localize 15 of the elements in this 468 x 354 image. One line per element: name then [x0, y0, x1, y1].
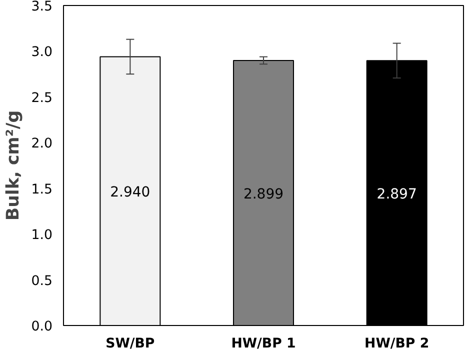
y-tick-label: 3.0	[31, 45, 53, 60]
y-tick-label: 1.5	[31, 182, 53, 198]
data-label: 2.940	[110, 184, 150, 201]
data-label: 2.897	[376, 186, 417, 203]
y-tick-label: 2.0	[31, 136, 53, 152]
y-tick-label: 0.0	[31, 320, 53, 334]
y-tick-label: 3.5	[31, 0, 53, 14]
y-axis-title: Bulk, cm²/g	[3, 110, 24, 221]
y-tick-label: 2.5	[31, 90, 53, 106]
y-tick-label: 0.5	[31, 274, 53, 289]
x-tick-label: HW/BP 2	[364, 336, 430, 352]
data-label: 2.899	[243, 186, 284, 202]
x-tick-label: SW/BP	[106, 336, 155, 352]
y-tick-label: 1.0	[31, 228, 53, 244]
x-tick-label: HW/BP 1	[231, 336, 296, 352]
